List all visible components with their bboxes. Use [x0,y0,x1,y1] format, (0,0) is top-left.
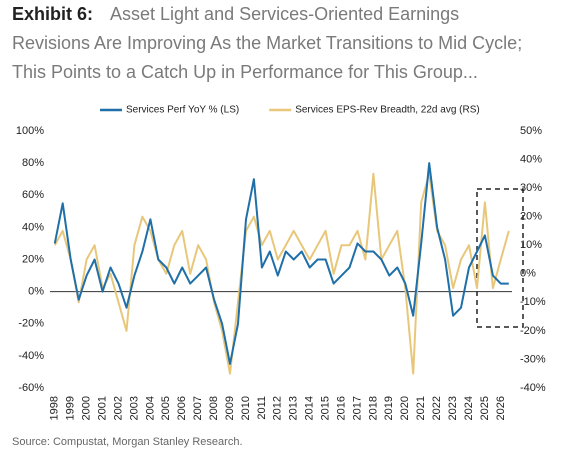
x-tick-label: 2020 [399,396,411,420]
x-tick-label: 2003 [128,396,140,420]
x-tick-label: 2023 [447,396,459,420]
y-tick-label: 60% [22,189,44,201]
y2-tick-label: 40% [520,153,542,165]
y2-tick-label: -40% [520,382,546,394]
x-tick-label: 2022 [431,396,443,420]
y2-tick-label: 10% [520,239,542,251]
y2-tick-label: 30% [520,182,542,194]
x-tick-label: 1998 [49,396,61,420]
legend-label: Services EPS-Rev Breadth, 22d avg (RS) [295,105,480,116]
y-tick-label: 100% [16,125,44,137]
x-tick-label: 2021 [415,396,427,420]
x-tick-label: 2007 [192,396,204,420]
chart-title: Asset Light and Services-Oriented Earnin… [110,4,459,24]
series-line [53,172,510,375]
y2-tick-label: 20% [520,211,542,223]
x-tick-label: 2026 [495,396,507,420]
x-tick-label: 2009 [224,396,236,420]
x-tick-label: 2000 [81,396,93,420]
x-tick-label: 2017 [351,396,363,420]
x-tick-label: 2025 [479,396,491,420]
y-tick-label: 20% [22,253,44,265]
x-tick-label: 2002 [112,396,124,420]
x-tick-label: 1999 [65,396,77,420]
y-tick-label: 0% [28,286,44,298]
series-line [53,162,509,365]
x-tick-label: 2006 [176,396,188,420]
x-tick-label: 2013 [288,396,300,420]
x-tick-label: 2010 [240,396,252,420]
y2-tick-label: 50% [520,125,542,137]
x-tick-label: 2011 [256,396,268,420]
chart-title: This Points to a Catch Up in Performance… [12,62,478,82]
source: Source: Compustat, Morgan Stanley Resear… [12,436,243,448]
x-tick-label: 2024 [463,396,475,420]
y-tick-label: -20% [18,318,44,330]
y2-tick-label: 0% [520,268,536,280]
x-tick-label: 2005 [160,396,172,420]
y2-tick-label: -30% [520,353,546,365]
x-tick-label: 2015 [320,396,332,420]
chart-title: Revisions Are Improving As the Market Tr… [12,33,522,53]
x-tick-label: 2012 [272,396,284,420]
exhibit-label: Exhibit 6: [12,4,93,24]
x-tick-label: 2008 [208,396,220,420]
y-tick-label: 80% [22,157,44,169]
highlight-box [476,188,524,328]
x-tick-label: 2004 [144,396,156,420]
y-tick-label: -60% [18,382,44,394]
y2-tick-label: -20% [520,325,546,337]
y2-tick-label: -10% [520,296,546,308]
x-tick-label: 2001 [96,396,108,420]
x-tick-label: 2018 [367,396,379,420]
x-tick-label: 2016 [335,396,347,420]
y-tick-label: 40% [22,221,44,233]
y-tick-label: -40% [18,350,44,362]
legend-label: Services Perf YoY % (LS) [126,105,239,116]
x-tick-label: 2014 [304,396,316,420]
x-tick-label: 2019 [383,396,395,420]
